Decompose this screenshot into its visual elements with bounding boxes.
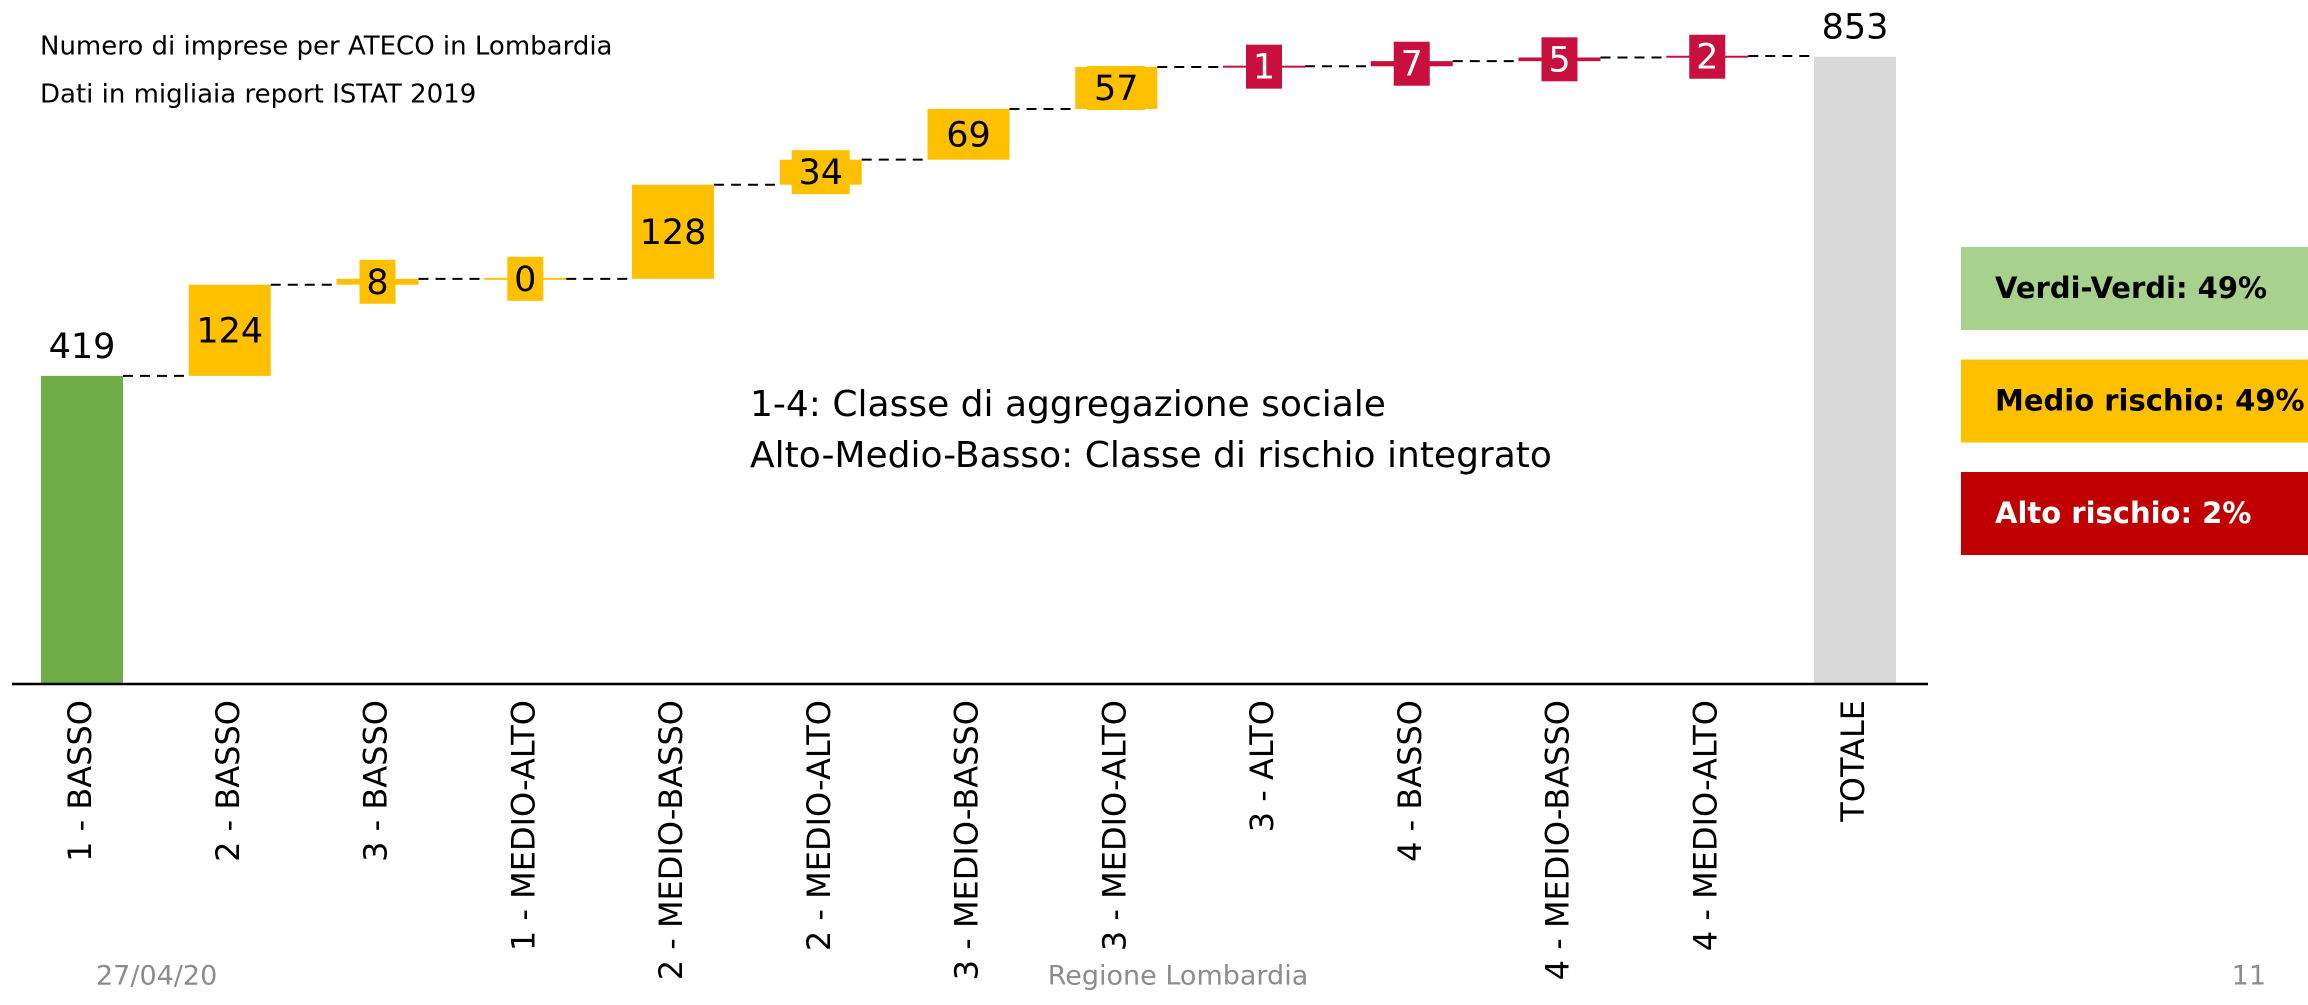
label-box — [1246, 44, 1282, 89]
data-label: 1 — [1253, 48, 1275, 88]
x-tick-label: 2 - BASSO — [209, 700, 247, 862]
data-label: 853 — [1822, 8, 1889, 48]
side-box-label: Alto rischio: 2% — [1995, 496, 2251, 530]
label-box — [1541, 37, 1578, 82]
label-box — [791, 150, 850, 195]
label-box — [359, 259, 396, 304]
data-label: 419 — [49, 327, 116, 367]
bar — [188, 284, 271, 376]
data-label: 124 — [196, 311, 263, 351]
side-box — [1961, 472, 2308, 555]
annotation: 1-4: Classe di aggregazione sociale — [750, 384, 1386, 425]
bar — [41, 375, 123, 684]
annotation: Alto-Medio-Basso: Classe di rischio inte… — [750, 435, 1552, 476]
x-tick-label: 1 - MEDIO-ALTO — [504, 700, 542, 951]
x-tick-label: 3 - MEDIO-ALTO — [1095, 700, 1133, 951]
side-box — [1961, 359, 2308, 443]
chart-title: Numero di imprese per ATECO in Lombardia — [40, 32, 612, 62]
side-box-label: Verdi-Verdi: 49% — [1995, 271, 2267, 305]
label-box — [1087, 65, 1146, 110]
x-tick-label: 3 - ALTO — [1243, 700, 1281, 832]
label-box — [1689, 34, 1726, 79]
x-tick-label: TOTALE — [1834, 700, 1872, 823]
data-label: 57 — [1094, 69, 1139, 109]
x-tick-label: 3 - BASSO — [357, 700, 395, 862]
footer-center: Regione Lombardia — [1048, 961, 1309, 992]
bar — [927, 108, 1010, 160]
x-tick-label: 1 - BASSO — [61, 700, 99, 862]
x-tick-label: 4 - MEDIO-ALTO — [1686, 700, 1724, 951]
data-label: 7 — [1401, 45, 1423, 85]
data-label: 5 — [1548, 40, 1570, 80]
side-box — [1961, 247, 2308, 330]
chart-subtitle: Dati in migliaia report ISTAT 2019 — [40, 80, 476, 110]
data-label: 34 — [798, 153, 843, 193]
footer-page: 11 — [2232, 961, 2266, 992]
label-box — [1393, 41, 1430, 86]
side-box-label: Medio rischio: 49% — [1995, 384, 2305, 418]
data-label: 128 — [640, 213, 707, 253]
x-tick-label: 3 - MEDIO-BASSO — [948, 700, 986, 980]
data-label: 8 — [366, 263, 388, 303]
x-tick-label: 2 - MEDIO-BASSO — [652, 700, 690, 980]
x-tick-label: 4 - MEDIO-BASSO — [1539, 700, 1577, 980]
data-label: 2 — [1696, 38, 1718, 78]
label-box — [507, 256, 544, 301]
footer-date: 27/04/20 — [96, 961, 217, 992]
bar — [632, 184, 714, 279]
x-tick-label: 4 - BASSO — [1391, 700, 1429, 862]
x-tick-label: 2 - MEDIO-ALTO — [800, 700, 838, 951]
bar — [1814, 56, 1896, 685]
data-label: 69 — [946, 115, 991, 155]
data-label: 0 — [514, 260, 536, 300]
